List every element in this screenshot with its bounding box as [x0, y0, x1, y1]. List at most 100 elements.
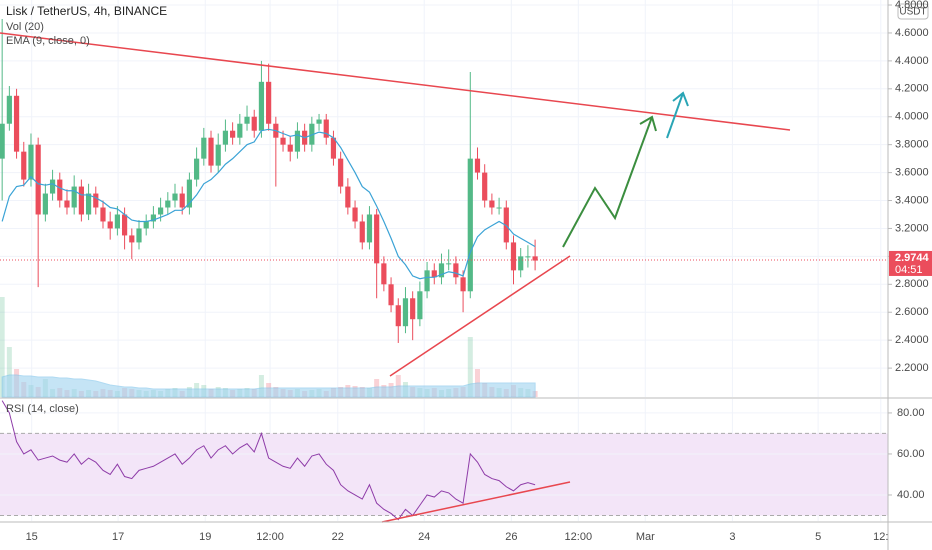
candle-body — [359, 221, 365, 243]
x-tick-label: 12:00 — [565, 531, 593, 543]
y-tick-label: 4.0000 — [895, 111, 929, 123]
candle-body — [446, 263, 452, 265]
candle-body — [374, 214, 380, 264]
y-tick-label: 2.8000 — [895, 278, 929, 290]
candle-body — [438, 263, 445, 278]
candle-body — [222, 130, 229, 145]
candle-body — [150, 214, 157, 222]
marks-layer — [0, 18, 538, 521]
last-price-box — [889, 250, 932, 276]
background-layer — [0, 0, 888, 521]
legend-entry: Vol (20) — [6, 21, 44, 33]
trendline — [381, 481, 571, 523]
candle-body — [21, 151, 27, 180]
y-tick-label: 80.00 — [897, 407, 925, 419]
candle-body — [503, 207, 509, 243]
candle-body — [518, 256, 524, 271]
candle-body — [395, 305, 401, 327]
candle-body — [402, 298, 409, 327]
candle-body — [251, 116, 257, 131]
pane-title: RSI (14, close) — [6, 403, 79, 415]
candle-body — [489, 200, 495, 208]
candle-body — [57, 179, 63, 201]
candle-body — [474, 158, 481, 173]
x-tick-label: 22 — [332, 531, 344, 543]
candle-body — [107, 221, 113, 229]
candle-body — [309, 123, 315, 145]
rsi-line — [1, 400, 536, 521]
candle-body — [417, 291, 423, 320]
x-tick-label: 12:00 — [256, 531, 284, 543]
arrow-head — [672, 91, 689, 107]
candle-body — [121, 214, 128, 236]
candle-body — [366, 214, 373, 243]
y-tick-label: 2.2000 — [895, 362, 929, 374]
x-tick-label: 5 — [815, 531, 821, 543]
candle-body — [287, 144, 293, 152]
x-tick-label: 24 — [418, 531, 430, 543]
candle-body — [201, 137, 207, 159]
last-price-label: 2.9744 — [895, 252, 930, 264]
candle-body — [49, 179, 56, 194]
countdown: 04:51 — [895, 264, 923, 276]
y-tick-label: 4.6000 — [895, 27, 929, 39]
trendline — [389, 255, 571, 377]
candle-body — [525, 256, 531, 258]
candle-body — [129, 235, 135, 243]
ema-line — [1, 128, 536, 280]
candle-body — [381, 263, 387, 285]
candle-body — [78, 186, 84, 215]
y-tick-label: 4.4000 — [895, 55, 929, 67]
candle-body — [35, 144, 41, 215]
x-tick-label: Mar — [636, 531, 655, 543]
candle-body — [266, 81, 272, 124]
candle-body — [208, 137, 214, 166]
currency[interactable]: USDT — [899, 7, 926, 18]
y-tick-label: 4.2000 — [895, 83, 929, 95]
candle-body — [482, 172, 488, 201]
candle-body — [100, 207, 106, 222]
candle-body — [431, 270, 437, 278]
candle-body — [510, 242, 517, 271]
projection-arrow — [666, 92, 684, 139]
candle-body — [85, 193, 92, 215]
candle-body — [496, 207, 502, 209]
y-tick-label: 4.8000 — [895, 0, 929, 11]
candle-body — [143, 221, 149, 229]
volume-bar — [6, 347, 12, 397]
candle-body — [71, 186, 77, 208]
candle-body — [460, 277, 466, 292]
candle-body — [532, 256, 538, 261]
candle-body — [158, 207, 164, 215]
candle-body — [165, 200, 171, 208]
y-tick-label: 3.4000 — [895, 194, 929, 206]
candle-body — [410, 298, 416, 320]
y-tick-label: 3.2000 — [895, 222, 929, 234]
x-tick-label: 3 — [729, 531, 735, 543]
candle-body — [467, 158, 473, 292]
x-tick-label: 26 — [505, 531, 517, 543]
x-tick-label: 15 — [26, 531, 38, 543]
y-tick-label: 60.00 — [897, 448, 925, 460]
x-tick-label: 19 — [199, 531, 211, 543]
candle-body — [388, 284, 394, 306]
volume-bar — [258, 375, 264, 397]
candle-body — [294, 130, 301, 152]
candle-body — [453, 263, 459, 278]
candle-body — [323, 119, 329, 138]
trendline — [0, 32, 791, 131]
candle-body — [338, 158, 344, 187]
drawings — [0, 32, 791, 523]
currency-box[interactable] — [897, 3, 929, 20]
y-tick-label: 2.6000 — [895, 306, 929, 318]
candle-body — [244, 116, 250, 124]
candle-body — [93, 193, 99, 208]
x-tick-label: 12: — [873, 531, 888, 543]
legend-entry: EMA (9, close, 0) — [6, 35, 90, 47]
candle-body — [345, 186, 351, 208]
projection-path — [562, 116, 653, 248]
candle-body — [0, 123, 5, 159]
candle-body — [230, 130, 236, 138]
